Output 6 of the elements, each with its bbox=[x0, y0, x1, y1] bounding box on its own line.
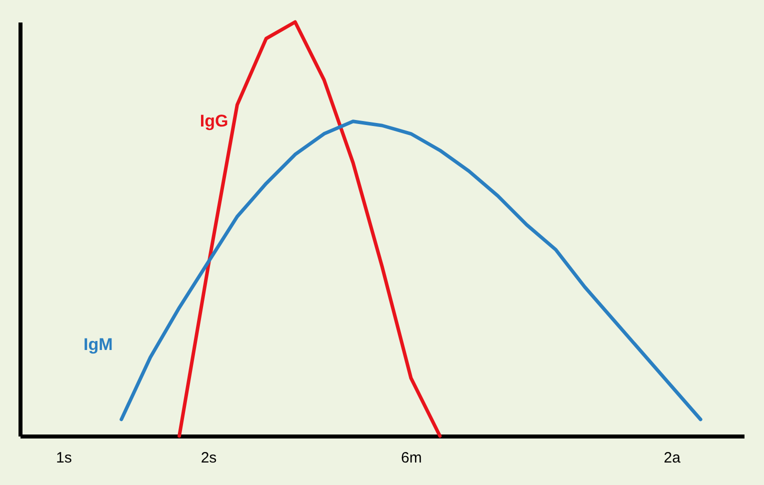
x-tick-label: 6m bbox=[401, 450, 422, 466]
text: IgM bbox=[84, 334, 113, 354]
x-tick-label: 2s bbox=[200, 450, 217, 466]
series-label: IgG bbox=[200, 111, 228, 130]
x-tick-label: 2a bbox=[664, 450, 682, 466]
x-tick-label: 1s bbox=[56, 450, 72, 466]
